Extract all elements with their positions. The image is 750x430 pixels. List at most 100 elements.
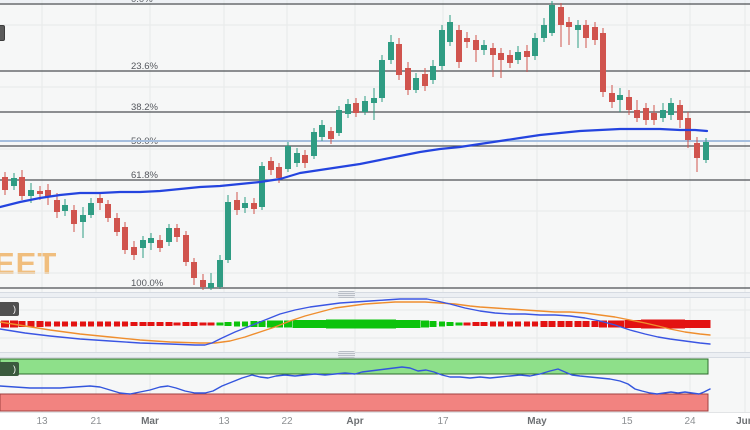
x-axis[interactable]: 13 21 Mar 13 22 Apr 17 May 15 24 Jun [0,412,750,430]
macd-histogram-bar [641,319,651,329]
candle-body [600,33,606,92]
macd-histogram-bar [692,320,702,328]
pane-separator-handle[interactable] [338,351,355,358]
candle-body [225,202,231,260]
candle-body [507,55,513,63]
macd-histogram-bar [122,321,128,327]
candle-body [131,247,137,255]
candle-body [558,7,564,25]
macd-histogram-bar [334,319,344,329]
macd-histogram-bar [498,321,504,327]
pane-separator-macd[interactable] [0,291,750,298]
macd-histogram-bar [165,322,173,326]
macd-indicator-label[interactable]: ) [0,302,19,316]
candle-body [37,191,43,194]
top-margin [0,0,750,3]
candle-body [634,110,640,118]
macd-histogram-bar [88,321,94,327]
macd-histogram-bar [377,319,387,329]
candle-body [148,238,154,243]
candle-body [166,228,172,242]
candle-body [97,198,103,203]
candle-body [456,30,462,62]
candle-body [11,178,17,186]
macd-histogram-bar [173,322,181,326]
macd-histogram-bar [446,322,454,326]
macd-histogram-bar [207,322,215,326]
candle-body [294,153,300,163]
candle-body [353,103,359,113]
macd-line [0,298,711,346]
candle-body [174,228,180,237]
macd-histogram-bar [18,321,26,327]
candle-body [422,74,428,86]
macd-histogram-bar [97,321,103,327]
macd-histogram-bar [130,322,138,326]
pane-separator-handle[interactable] [338,291,355,298]
macd-histogram-bar [532,321,538,327]
macd-histogram-bar [472,322,480,326]
pane-separator-rsi[interactable] [0,351,750,358]
macd-histogram-bar [540,321,548,327]
candle-body [140,240,146,248]
candle-body [677,105,683,120]
candle-body [617,95,623,100]
macd-histogram-bar [234,321,240,327]
macd-histogram-bar [565,321,573,327]
candle-body [234,200,240,210]
candle-body [191,262,197,278]
macd-histogram-bar [599,320,607,328]
candle-body [217,260,223,287]
candle-body [583,25,589,38]
macd-histogram-bar [490,321,496,327]
moving-average-line [0,127,709,209]
candle-body [498,53,504,60]
macd-histogram-bar [394,320,404,328]
rsi-indicator-label[interactable]: ) [0,362,19,376]
macd-histogram-bar [190,322,198,326]
macd-histogram-bar [317,320,327,328]
rsi-oversold-band [0,393,709,412]
candle-body [345,104,351,114]
x-axis-label: Jun [736,416,750,427]
candle-body [549,5,555,33]
x-axis-label: 13 [36,416,48,427]
x-axis-label: 17 [437,416,449,427]
x-axis-label: 15 [621,416,633,427]
symbol-label-sliver[interactable] [0,25,5,41]
macd-histogram-bar [292,320,302,328]
macd-histogram-bar [105,321,111,327]
macd-histogram-bar [429,321,437,327]
candle-body [71,210,77,224]
candle-body [251,203,257,209]
candle-body [481,45,487,50]
x-axis-label: Mar [141,416,159,427]
macd-histogram-bar [139,322,147,326]
macd-histogram-bar [649,319,659,329]
candle-body [464,38,470,42]
macd-histogram-bar [80,321,86,327]
candle-body [515,52,521,60]
candle-body [651,113,657,120]
macd-histogram-bar [300,320,310,328]
macd-histogram-bar [411,320,421,328]
macd-histogram-bar [658,319,668,329]
macd-histogram-bar [343,319,353,329]
candle-body [447,22,453,42]
macd-histogram-bar [666,319,676,329]
macd-histogram-bar [62,321,68,327]
macd-histogram-bar [147,322,155,326]
candle-body [388,42,394,60]
macd-histogram-bar [403,320,413,328]
candle-body [413,78,419,90]
candle-body [660,110,666,118]
rsi-overbought-band [0,358,709,375]
macd-histogram-bar [683,320,693,328]
macd-histogram-bar [326,319,336,329]
macd-histogram-bar [199,322,207,326]
fib-level-label: 61.8% [131,170,158,181]
candle-body [105,204,111,218]
macd-histogram-bar [36,321,44,327]
